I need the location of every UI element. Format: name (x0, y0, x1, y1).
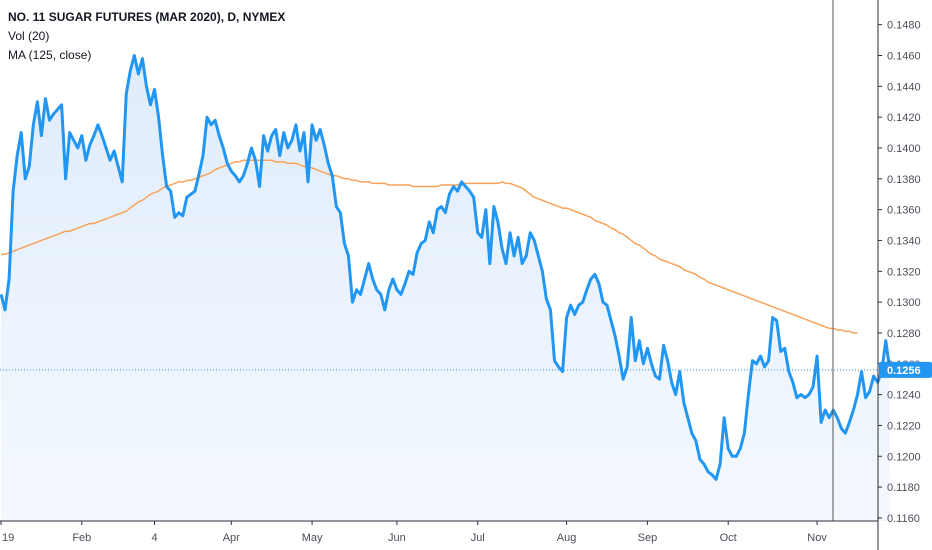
last-price-badge: 0.1256 (879, 361, 932, 378)
moving-average-line (1, 159, 858, 334)
time-axis-tick-label: 19 (2, 532, 14, 544)
price-area-fill (1, 55, 890, 522)
price-axis-tick-label: 0.1460 (887, 50, 921, 62)
price-axis-tick-label: 0.1300 (887, 297, 921, 309)
chart-legend: NO. 11 SUGAR FUTURES (MAR 2020), D, NYME… (8, 8, 285, 65)
time-axis-tick-label: Apr (223, 532, 240, 544)
symbol-title[interactable]: NO. 11 SUGAR FUTURES (MAR 2020), D, NYME… (8, 10, 286, 24)
time-axis-tick-label: 4 (151, 532, 157, 544)
time-axis-tick-label: Jul (471, 532, 485, 544)
time-axis-tick-label: Jun (388, 532, 406, 544)
price-line (0, 53, 892, 481)
time-axis-tick-label: Aug (557, 532, 577, 544)
price-axis-tick-label: 0.1440 (887, 81, 921, 93)
time-axis[interactable]: 19 Feb 4 Apr May Jun Jul Aug Sep Oct Nov (0, 521, 827, 544)
time-axis-tick-label: Nov (807, 532, 827, 544)
price-axis-tick-label: 0.1360 (887, 205, 921, 217)
price-axis-tick-label: 0.1160 (887, 513, 920, 525)
volume-indicator-label[interactable]: Vol (20) (8, 29, 50, 43)
time-axis-tick-label: May (302, 532, 323, 544)
price-axis-tick-label: 0.1380 (887, 174, 921, 186)
time-axis-tick-label: Sep (638, 532, 658, 544)
price-area (1, 55, 890, 522)
price-axis-tick-label: 0.1180 (887, 482, 920, 494)
price-series-path (0, 53, 892, 481)
price-axis-tick-label: 0.1320 (887, 266, 921, 278)
time-axis-tick-label: Oct (720, 532, 737, 544)
moving-average-indicator-label[interactable]: MA (125, close) (8, 48, 92, 62)
price-axis-tick-label: 0.1480 (887, 20, 921, 32)
ma-series-path (1, 159, 858, 334)
price-axis-tick-label: 0.1280 (887, 328, 921, 340)
price-axis-tick-label: 0.1240 (887, 390, 921, 402)
price-axis-tick-label: 0.1220 (887, 420, 921, 432)
price-axis-tick-label: 0.1200 (887, 451, 921, 463)
price-axis-tick-label: 0.1400 (887, 143, 921, 155)
time-axis-tick-label: Feb (72, 532, 91, 544)
last-price-label: 0.1256 (887, 365, 921, 377)
price-axis-tick-label: 0.1420 (887, 112, 921, 124)
price-axis-tick-label: 0.1340 (887, 235, 921, 247)
